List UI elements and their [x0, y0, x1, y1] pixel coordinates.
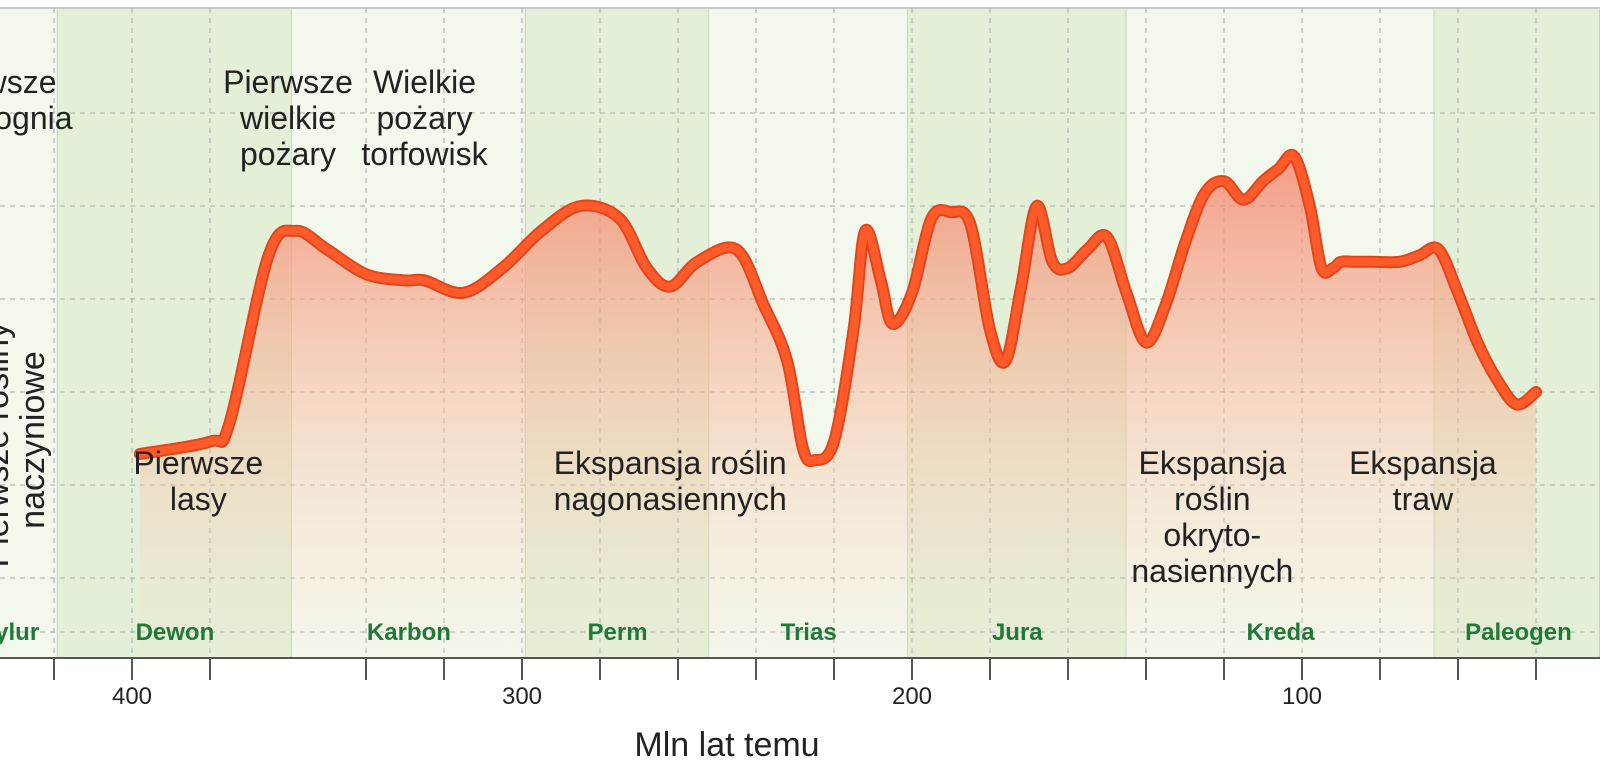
annotation: Pierwsze lasy [133, 445, 263, 517]
annotation-line: Ekspansja roślin [554, 445, 787, 481]
annotation: Wielkie pożary torfowisk [361, 64, 488, 172]
annotation-line: lasy [170, 481, 227, 517]
annotation-line: nasiennych [1131, 553, 1293, 589]
annotation-line: traw [1393, 481, 1454, 517]
period-label: Kreda [1247, 619, 1316, 646]
period-label: Trias [781, 619, 837, 646]
annotation-line: Pierwsze [133, 445, 263, 481]
period-label: Karbon [367, 619, 451, 646]
annotation: Ekspansja roślin nagonasiennych [554, 445, 787, 517]
annotation: Ekspansja traw [1349, 445, 1497, 517]
x-tick-label: 200 [892, 683, 932, 710]
period-label: Paleogen [1465, 619, 1572, 646]
period-labels: Sylur Dewon Karbon Perm Trias Jura Kreda Paleog… [0, 619, 1572, 646]
period-band [0, 8, 58, 658]
series-line-layer [133, 148, 1542, 468]
annotation-line: wielkie [239, 100, 336, 136]
series-line [135, 150, 1540, 466]
annotation-line: Ekspansja [1349, 445, 1497, 481]
x-tick-label: 300 [502, 683, 542, 710]
annotation-line: ślady ognia [0, 100, 73, 136]
x-axis-label: Mln lat temu [634, 726, 819, 764]
annotation-line: Ekspansja [1138, 445, 1286, 481]
annotation-line: Pierwsze [0, 64, 57, 100]
annotation: Pierwsze wielkie pożary [223, 64, 353, 172]
period-label: Perm [588, 619, 648, 646]
annotation-line: torfowisk [361, 136, 488, 172]
period-label: Jura [992, 619, 1043, 646]
annotation-line: Wielkie [373, 64, 476, 100]
annotations: Pierwsześlady ogniaPierwszewielkiepożary… [0, 64, 1497, 589]
annotation-line: pożary [240, 136, 336, 172]
period-label: Dewon [136, 619, 215, 646]
annotation: Ekspansja roślin okryto-nasiennych [1131, 445, 1293, 589]
annotation-line: Pierwsze [223, 64, 353, 100]
annotation-line: pożary [376, 100, 472, 136]
period-label: Sylur [0, 619, 39, 646]
annotation: Pierwsześlady ognia [0, 64, 73, 136]
y-axis-label: Pierwsze rośliny naczyniowe [0, 312, 52, 567]
x-tick-label: 100 [1282, 683, 1322, 710]
annotation-line: okryto- [1163, 517, 1261, 553]
annotation-line: nagonasiennych [554, 481, 787, 517]
annotation-line: roślin [1174, 481, 1250, 517]
x-tick-label: 400 [112, 683, 152, 710]
x-axis: 400 300 200 100 [0, 657, 1600, 710]
